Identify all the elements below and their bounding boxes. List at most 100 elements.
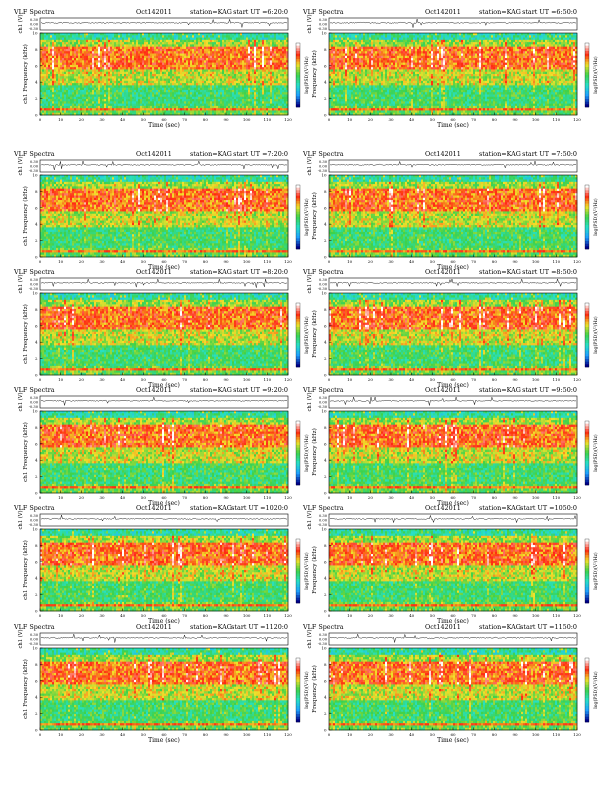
trace-frame xyxy=(40,278,288,290)
x-tick-label: 120 xyxy=(573,377,581,382)
x-tick-label: 100 xyxy=(532,613,540,618)
x-tick-label: 20 xyxy=(368,259,374,264)
spectrogram-panel-3: VLF Spectra Oct142011 station=KAG start UT … xyxy=(13,150,310,271)
x-tick-label: 10 xyxy=(347,613,353,618)
x-tick-label: 40 xyxy=(120,613,126,618)
x-tick-label: 40 xyxy=(409,117,415,122)
x-tick-label: 100 xyxy=(532,495,540,500)
y-tick-label: 2 xyxy=(324,238,327,243)
x-tick-label: 0 xyxy=(328,613,331,618)
x-tick-label: 90 xyxy=(512,117,518,122)
trace-axis-label: ch1 (V) xyxy=(306,511,313,530)
colorbar: log(PSD)(V²/Hz) xyxy=(296,658,310,722)
x-tick-label: 40 xyxy=(120,117,126,122)
x-tick-label: 10 xyxy=(58,377,64,382)
panel-station: station=KAG xyxy=(479,8,521,16)
y-tick-label: 6 xyxy=(324,205,327,210)
x-tick-label: 40 xyxy=(120,495,126,500)
colorbar-label: log(PSD)(V²/Hz) xyxy=(303,316,310,354)
spectrogram-image xyxy=(40,175,288,257)
x-tick-label: 0 xyxy=(39,259,42,264)
x-tick-label: 70 xyxy=(182,377,188,382)
y-tick-label: 4 xyxy=(35,340,38,345)
panel-start-time: start UT =8:20:0 xyxy=(233,268,288,276)
trace-axis-label: ch1 (V) xyxy=(306,393,313,412)
panel-station: station=KAG xyxy=(190,386,232,394)
y-tick-label: 8 xyxy=(324,307,327,312)
panel-station: station=KAG xyxy=(190,8,232,16)
trace-tick-label: 0.00 xyxy=(319,518,328,522)
panel-station: station=KAG xyxy=(479,150,521,158)
y-tick-label: 2 xyxy=(324,96,327,101)
y-tick-label: 8 xyxy=(35,47,38,52)
colorbar: log(PSD)(V²/Hz) xyxy=(296,421,310,485)
y-tick-label: 6 xyxy=(35,205,38,210)
x-tick-label: 80 xyxy=(492,732,498,737)
spectrogram-image xyxy=(40,648,288,730)
y-tick-label: 4 xyxy=(324,458,327,463)
x-tick-label: 80 xyxy=(492,259,498,264)
panel-station: station=KAG xyxy=(190,268,232,276)
panel-date: Oct142011 xyxy=(425,386,461,394)
y-tick-label: 0 xyxy=(324,728,327,733)
y-tick-label: 6 xyxy=(324,678,327,683)
trace-axis-label: ch1 (V) xyxy=(306,275,313,294)
trace-axis-label: ch1 (V) xyxy=(306,630,313,649)
y-tick-label: 2 xyxy=(35,711,38,716)
x-tick-label: 10 xyxy=(347,732,353,737)
panel-station: station=KAG xyxy=(190,504,232,512)
x-tick-label: 20 xyxy=(79,377,85,382)
spectrogram-image xyxy=(329,529,577,611)
panel-date: Oct142011 xyxy=(425,150,461,158)
y-tick-label: 10 xyxy=(321,527,327,532)
y-axis-label: Frequency (kHz) xyxy=(311,546,318,594)
x-tick-label: 100 xyxy=(243,259,251,264)
x-tick-label: 40 xyxy=(120,377,126,382)
panel-date: Oct142011 xyxy=(136,623,172,631)
trace-axis-label: ch1 (V) xyxy=(17,15,24,34)
y-axis-label: ch1 Frequency (kHz) xyxy=(22,422,29,482)
y-tick-label: 10 xyxy=(32,291,38,296)
x-tick-label: 50 xyxy=(430,495,436,500)
x-tick-label: 30 xyxy=(388,732,394,737)
y-tick-label: 0 xyxy=(324,491,327,496)
panel-start-time: start UT =7:50:0 xyxy=(522,150,577,158)
y-tick-label: 4 xyxy=(35,222,38,227)
x-tick-label: 120 xyxy=(573,117,581,122)
x-tick-label: 70 xyxy=(182,732,188,737)
panel-station: station=KAG xyxy=(479,504,521,512)
trace-frame xyxy=(40,396,288,408)
x-tick-label: 10 xyxy=(58,117,64,122)
x-tick-label: 40 xyxy=(409,732,415,737)
x-tick-label: 90 xyxy=(223,377,229,382)
trace-tick-label: 0.00 xyxy=(319,22,328,26)
x-tick-label: 20 xyxy=(368,495,374,500)
y-tick-label: 0 xyxy=(324,113,327,118)
y-tick-label: 0 xyxy=(324,373,327,378)
x-tick-label: 100 xyxy=(243,377,251,382)
x-tick-label: 20 xyxy=(79,613,85,618)
colorbar: log(PSD)(V²/Hz) xyxy=(585,303,599,367)
y-tick-label: 0 xyxy=(324,255,327,260)
x-tick-label: 0 xyxy=(39,117,42,122)
x-axis-label: Time (sec) xyxy=(148,122,180,129)
x-tick-label: 30 xyxy=(99,117,105,122)
colorbar-label: log(PSD)(V²/Hz) xyxy=(592,56,599,94)
spectrogram-panel-1: VLF Spectra Oct142011 station=KAG start UT … xyxy=(13,8,310,129)
x-tick-label: 70 xyxy=(471,613,477,618)
trace-tick-label: 0.00 xyxy=(30,400,39,404)
spectrogram-panel-11: VLF Spectra Oct142011 station=KAG start UT … xyxy=(13,623,310,744)
panel-start-time: start UT =9:20:0 xyxy=(233,386,288,394)
x-tick-label: 80 xyxy=(203,117,209,122)
x-tick-label: 90 xyxy=(512,613,518,618)
x-tick-label: 30 xyxy=(99,732,105,737)
y-axis-label: Frequency (kHz) xyxy=(311,428,318,476)
x-tick-label: 10 xyxy=(347,377,353,382)
colorbar-label: log(PSD)(V²/Hz) xyxy=(592,671,599,709)
trace-axis-label: ch1 (V) xyxy=(306,157,313,176)
x-tick-label: 80 xyxy=(492,495,498,500)
y-tick-label: 0 xyxy=(35,609,38,614)
trace-tick-label: 0.00 xyxy=(30,637,39,641)
x-tick-label: 30 xyxy=(388,117,394,122)
x-tick-label: 20 xyxy=(368,732,374,737)
